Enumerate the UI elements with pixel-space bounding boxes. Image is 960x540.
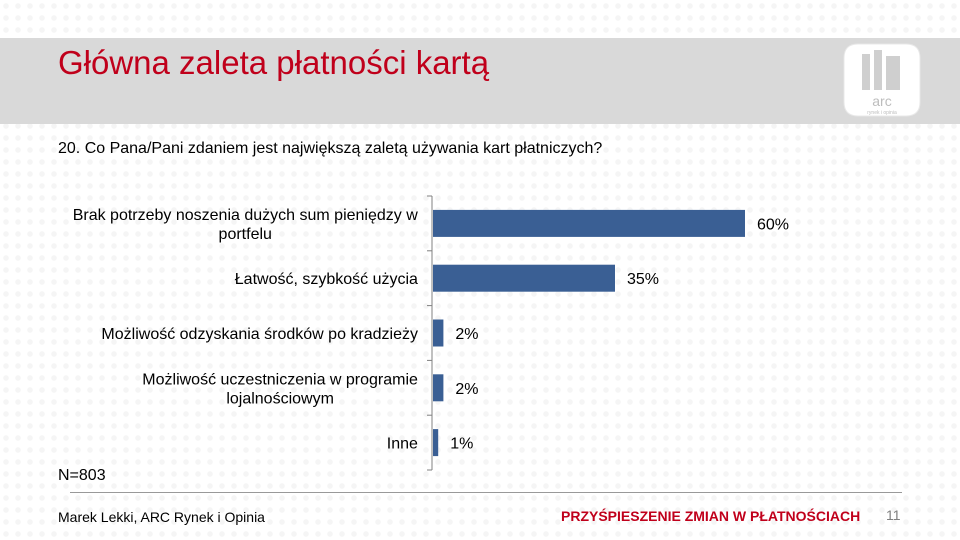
value-label-3: 2% <box>455 381 478 398</box>
value-label-1: 35% <box>627 271 659 288</box>
bar-1 <box>433 264 615 292</box>
bar-4 <box>433 429 439 457</box>
logo-subtext: rynek i opinia <box>867 110 897 116</box>
bar-2 <box>433 319 444 347</box>
category-label-2: Możliwość odzyskania środków po kradzież… <box>101 326 418 343</box>
category-label-3: Możliwość uczestniczenia w programie loja… <box>142 371 418 407</box>
footer-tagline: PRZYŚPIESZENIE ZMIAN W PŁATNOŚCIACH <box>561 508 861 524</box>
slide-title: Główna zaleta płatności kartą <box>58 44 490 81</box>
page-number: 11 <box>886 507 901 523</box>
value-label-4: 1% <box>450 436 473 453</box>
footer-divider <box>70 492 902 493</box>
bar-0 <box>433 209 745 237</box>
footer-author: Marek Lekki, ARC Rynek i Opinia <box>58 509 265 525</box>
category-label-1: Łatwość, szybkość użycia <box>235 271 418 288</box>
survey-question: 20. Co Pana/Pani zdaniem jest największą… <box>58 140 603 157</box>
value-label-0: 60% <box>757 216 789 233</box>
category-label-0: Brak potrzeby noszenia dużych sum pienię… <box>73 207 419 243</box>
logo-text: arc <box>872 93 891 109</box>
sample-size: N=803 <box>58 467 106 484</box>
arc-logo: arc rynek i opinia <box>843 43 921 117</box>
header-band <box>0 38 960 124</box>
bar-3 <box>433 374 444 402</box>
value-label-2: 2% <box>455 326 478 343</box>
category-label-4: Inne <box>387 436 418 453</box>
